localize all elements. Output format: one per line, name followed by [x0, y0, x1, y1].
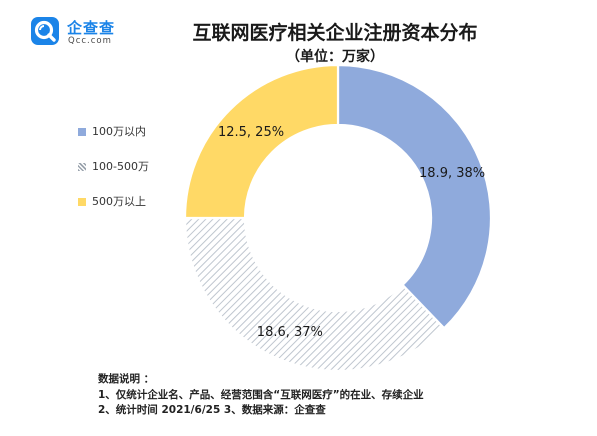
donut-slice-100-500 [183, 216, 446, 373]
legend-swatch-100-500 [78, 163, 86, 171]
qcc-logo-icon [31, 17, 59, 45]
notes-heading: 数据说明 ： [98, 373, 155, 385]
qcc-logo-domain: Qcc.com [68, 36, 112, 46]
data-label-500-above: 12.5, 25% [218, 125, 284, 140]
data-label-100-500: 18.6, 37% [257, 325, 323, 340]
legend-swatch-500-above [78, 198, 86, 206]
legend-label-100-500: 100-500万 [92, 160, 149, 173]
qcc-logo: 企查查 Qcc.com [30, 14, 170, 50]
data-label-100-under: 18.9, 38% [419, 166, 485, 181]
notes-line-1: 1、仅统计企业名、产品、经营范围含“互联网医疗”的在业、存续企业 [98, 389, 424, 401]
legend-label-500-above: 500万以上 [92, 195, 146, 208]
legend-label-100-under: 100万以内 [92, 125, 146, 138]
donut-slices [183, 63, 493, 373]
legend-swatch-100-under [78, 128, 86, 136]
notes-line-2: 2、统计时间 2021/6/25 3、数据来源：企查查 [98, 404, 326, 416]
donut-labels: 18.9, 38% 18.6, 37% 12.5, 25% [218, 125, 485, 340]
donut-slice-500-above [183, 63, 340, 220]
donut-slice-100-under [336, 63, 493, 330]
qcc-logo-name: 企查查 [67, 19, 116, 37]
chart-title: 互联网医疗相关企业注册资本分布 [192, 22, 478, 44]
chart-subtitle: （单位：万家） [286, 49, 384, 65]
